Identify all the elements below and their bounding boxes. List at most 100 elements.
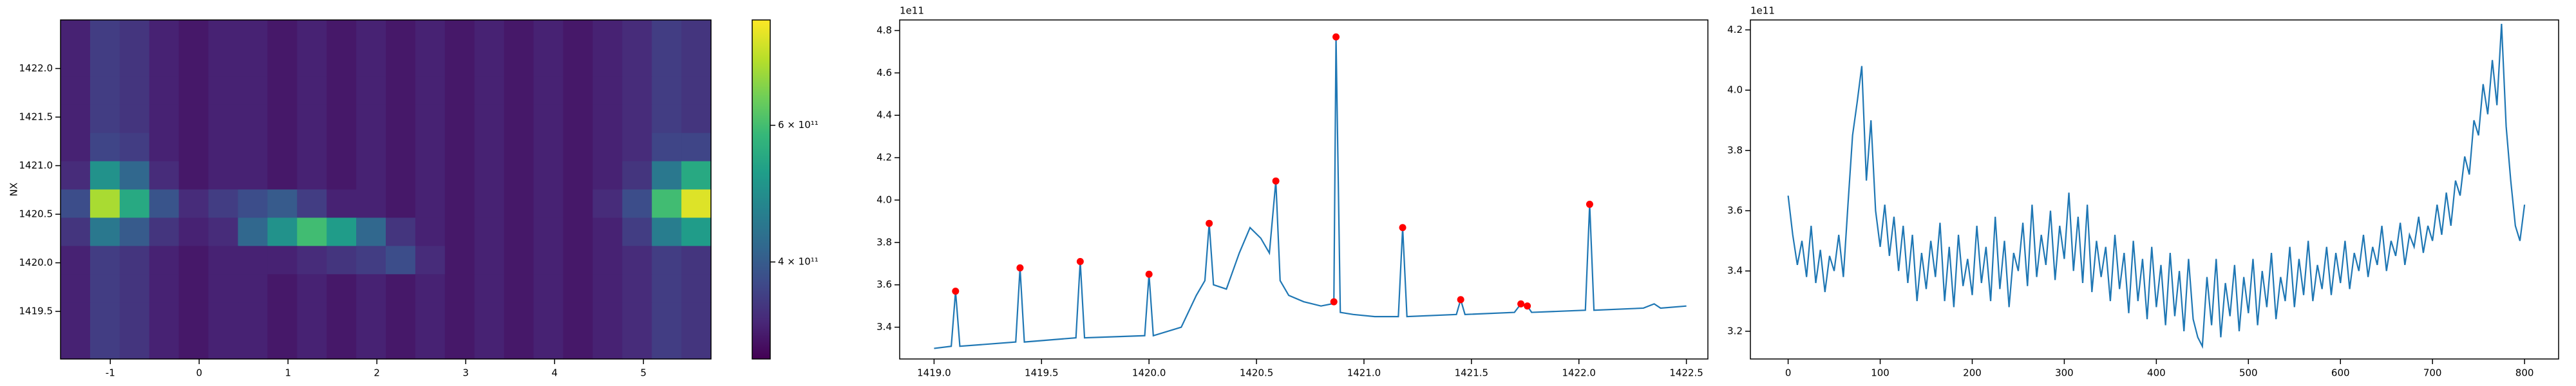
heatmap-cell — [267, 246, 298, 275]
heatmap-cell — [238, 331, 268, 360]
heatmap-cell — [90, 331, 120, 360]
heatmap-cell — [356, 76, 386, 106]
heatmap-cell — [533, 161, 564, 190]
x-tick-label: 0 — [196, 367, 202, 379]
heatmap-cell — [267, 48, 298, 77]
heatmap-cell — [356, 217, 386, 246]
heatmap-cell — [474, 331, 505, 360]
heatmap-cell — [208, 48, 239, 77]
offset-label: 1e11 — [900, 5, 924, 17]
heatmap-cell — [119, 76, 150, 106]
heatmap-cell — [681, 274, 712, 303]
heatmap-cell — [504, 20, 535, 49]
heatmap-cell — [327, 246, 357, 275]
heatmap-cell — [208, 161, 239, 190]
y-tick-label: 4.2 — [1727, 24, 1743, 35]
y-tick-label: 3.6 — [876, 279, 892, 290]
x-tick-label: 1421.5 — [1455, 367, 1489, 379]
heatmap-cell — [681, 133, 712, 162]
heatmap-cell — [563, 161, 593, 190]
heatmap-cell — [208, 274, 239, 303]
axes-frame — [1750, 19, 2559, 360]
heatmap-cell — [652, 104, 682, 134]
heatmap-cell — [178, 133, 209, 162]
y-tick-label: 1420.5 — [19, 208, 53, 220]
heatmap-cell — [563, 217, 593, 246]
x-tick-label: 700 — [2423, 367, 2442, 379]
heatmap-cell — [474, 161, 505, 190]
heatmap-cell — [533, 20, 564, 49]
heatmap-cell — [119, 302, 150, 331]
heatmap-cell — [444, 104, 475, 134]
heatmap-cell — [90, 189, 120, 219]
y-tick-label: 3.4 — [876, 321, 892, 333]
heatmap-cell — [61, 161, 91, 190]
heatmap-cell — [208, 133, 239, 162]
heatmap-cell — [563, 246, 593, 275]
heatmap-cell — [592, 302, 623, 331]
heatmap-cell — [297, 133, 327, 162]
heatmap-cell — [61, 48, 91, 77]
axes-frame — [60, 19, 712, 360]
heatmap-cell — [563, 189, 593, 219]
heatmap-cell — [415, 104, 446, 134]
heatmap-cell — [297, 302, 327, 331]
x-tick-label: 1421.0 — [1347, 367, 1381, 379]
heatmap-cell — [504, 104, 535, 134]
heatmap-cell — [297, 274, 327, 303]
heatmap-cell — [652, 133, 682, 162]
heatmap-cell — [327, 274, 357, 303]
x-tick-label: 1420.0 — [1132, 367, 1166, 379]
heatmap-cell — [444, 20, 475, 49]
peak-marker — [1586, 201, 1593, 208]
peak-marker — [1457, 296, 1464, 304]
heatmap-cell — [61, 76, 91, 106]
heatmap-cell — [149, 217, 180, 246]
heatmap-cell — [90, 104, 120, 134]
heatmap-cell — [533, 302, 564, 331]
heatmap-cell — [622, 246, 652, 275]
heatmap-cell — [327, 302, 357, 331]
heatmap-cell — [622, 217, 652, 246]
heatmap-cell — [504, 76, 535, 106]
heatmap-cell — [681, 76, 712, 106]
heatmap-cell — [208, 246, 239, 275]
heatmap-cell — [474, 217, 505, 246]
heatmap-cell — [208, 302, 239, 331]
heatmap-cell — [533, 48, 564, 77]
heatmap-cell — [563, 104, 593, 134]
heatmap-cell — [356, 48, 386, 77]
heatmap-cell — [386, 20, 416, 49]
heatmap-cell — [238, 20, 268, 49]
y-tick-label: 1421.5 — [19, 111, 53, 123]
heatmap-cell — [90, 48, 120, 77]
heatmap-cell — [327, 189, 357, 219]
heatmap-cell — [533, 217, 564, 246]
heatmap-cell — [208, 331, 239, 360]
heatmap-cell — [149, 189, 180, 219]
heatmap-cell — [297, 48, 327, 77]
y-tick-label: 1421.0 — [19, 160, 53, 171]
heatmap-cell — [297, 189, 327, 219]
heatmap-cell — [356, 189, 386, 219]
heatmap-cell — [90, 274, 120, 303]
heatmap-cell — [504, 217, 535, 246]
heatmap-cell — [563, 274, 593, 303]
heatmap-cell — [652, 331, 682, 360]
heatmap-cell — [61, 20, 91, 49]
heatmap-cell — [444, 331, 475, 360]
x-tick-label: 400 — [2147, 367, 2166, 379]
x-tick-label: 1420.5 — [1240, 367, 1274, 379]
heatmap-cell — [238, 189, 268, 219]
heatmap-cell — [415, 48, 446, 77]
y-tick-label: 1419.5 — [19, 306, 53, 317]
heatmap-cell — [444, 274, 475, 303]
heatmap-cell — [652, 76, 682, 106]
heatmap-cell — [474, 274, 505, 303]
heatmap-cell — [622, 76, 652, 106]
heatmap-cell — [444, 48, 475, 77]
heatmap-cell — [681, 20, 712, 49]
heatmap-cell — [208, 189, 239, 219]
heatmap-cell — [119, 133, 150, 162]
x-tick-label: 1422.0 — [1562, 367, 1596, 379]
